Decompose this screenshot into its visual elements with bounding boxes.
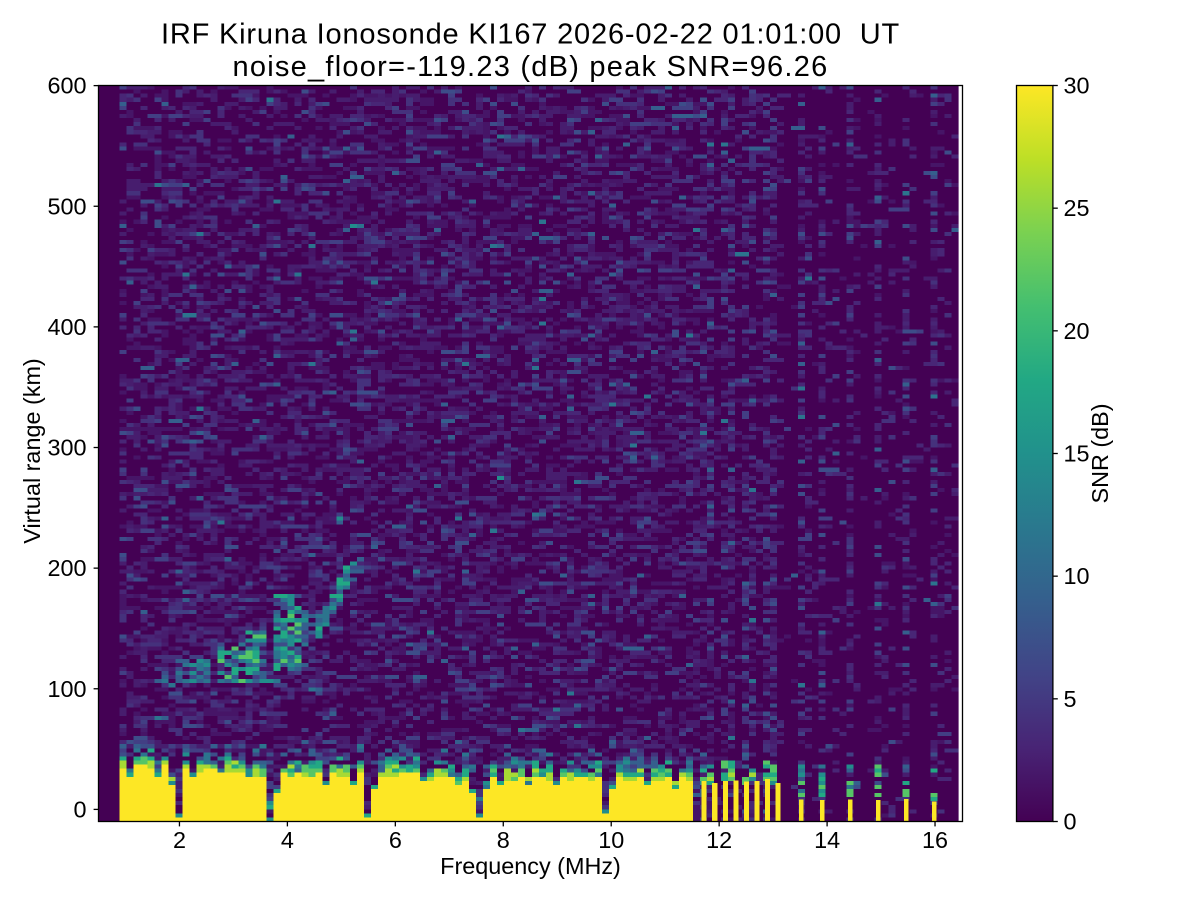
svg-text:4: 4 — [281, 827, 294, 853]
svg-text:noise_floor=-119.23 (dB) peak: noise_floor=-119.23 (dB) peak SNR=96.26 — [233, 51, 829, 83]
svg-text:5: 5 — [1064, 686, 1077, 712]
svg-text:300: 300 — [47, 435, 86, 461]
svg-text:10: 10 — [1064, 563, 1090, 589]
svg-text:IRF Kiruna Ionosonde KI167 202: IRF Kiruna Ionosonde KI167 2026-02-22 01… — [161, 19, 900, 51]
svg-text:Virtual range (km): Virtual range (km) — [19, 358, 45, 543]
svg-text:Frequency (MHz): Frequency (MHz) — [440, 853, 621, 879]
svg-text:2: 2 — [173, 827, 186, 853]
svg-text:12: 12 — [706, 827, 732, 853]
svg-text:14: 14 — [814, 827, 840, 853]
svg-text:25: 25 — [1064, 195, 1090, 221]
svg-text:100: 100 — [47, 676, 86, 702]
svg-text:10: 10 — [598, 827, 624, 853]
svg-text:8: 8 — [497, 827, 510, 853]
svg-text:0: 0 — [1064, 809, 1077, 835]
svg-text:200: 200 — [47, 555, 86, 581]
svg-text:30: 30 — [1064, 73, 1090, 99]
svg-text:500: 500 — [47, 193, 86, 219]
svg-text:600: 600 — [47, 73, 86, 99]
svg-text:16: 16 — [922, 827, 948, 853]
svg-text:6: 6 — [389, 827, 402, 853]
svg-text:SNR (dB): SNR (dB) — [1087, 403, 1113, 503]
svg-text:20: 20 — [1064, 318, 1090, 344]
svg-text:400: 400 — [47, 314, 86, 340]
svg-text:0: 0 — [73, 796, 86, 822]
svg-text:15: 15 — [1064, 441, 1090, 467]
